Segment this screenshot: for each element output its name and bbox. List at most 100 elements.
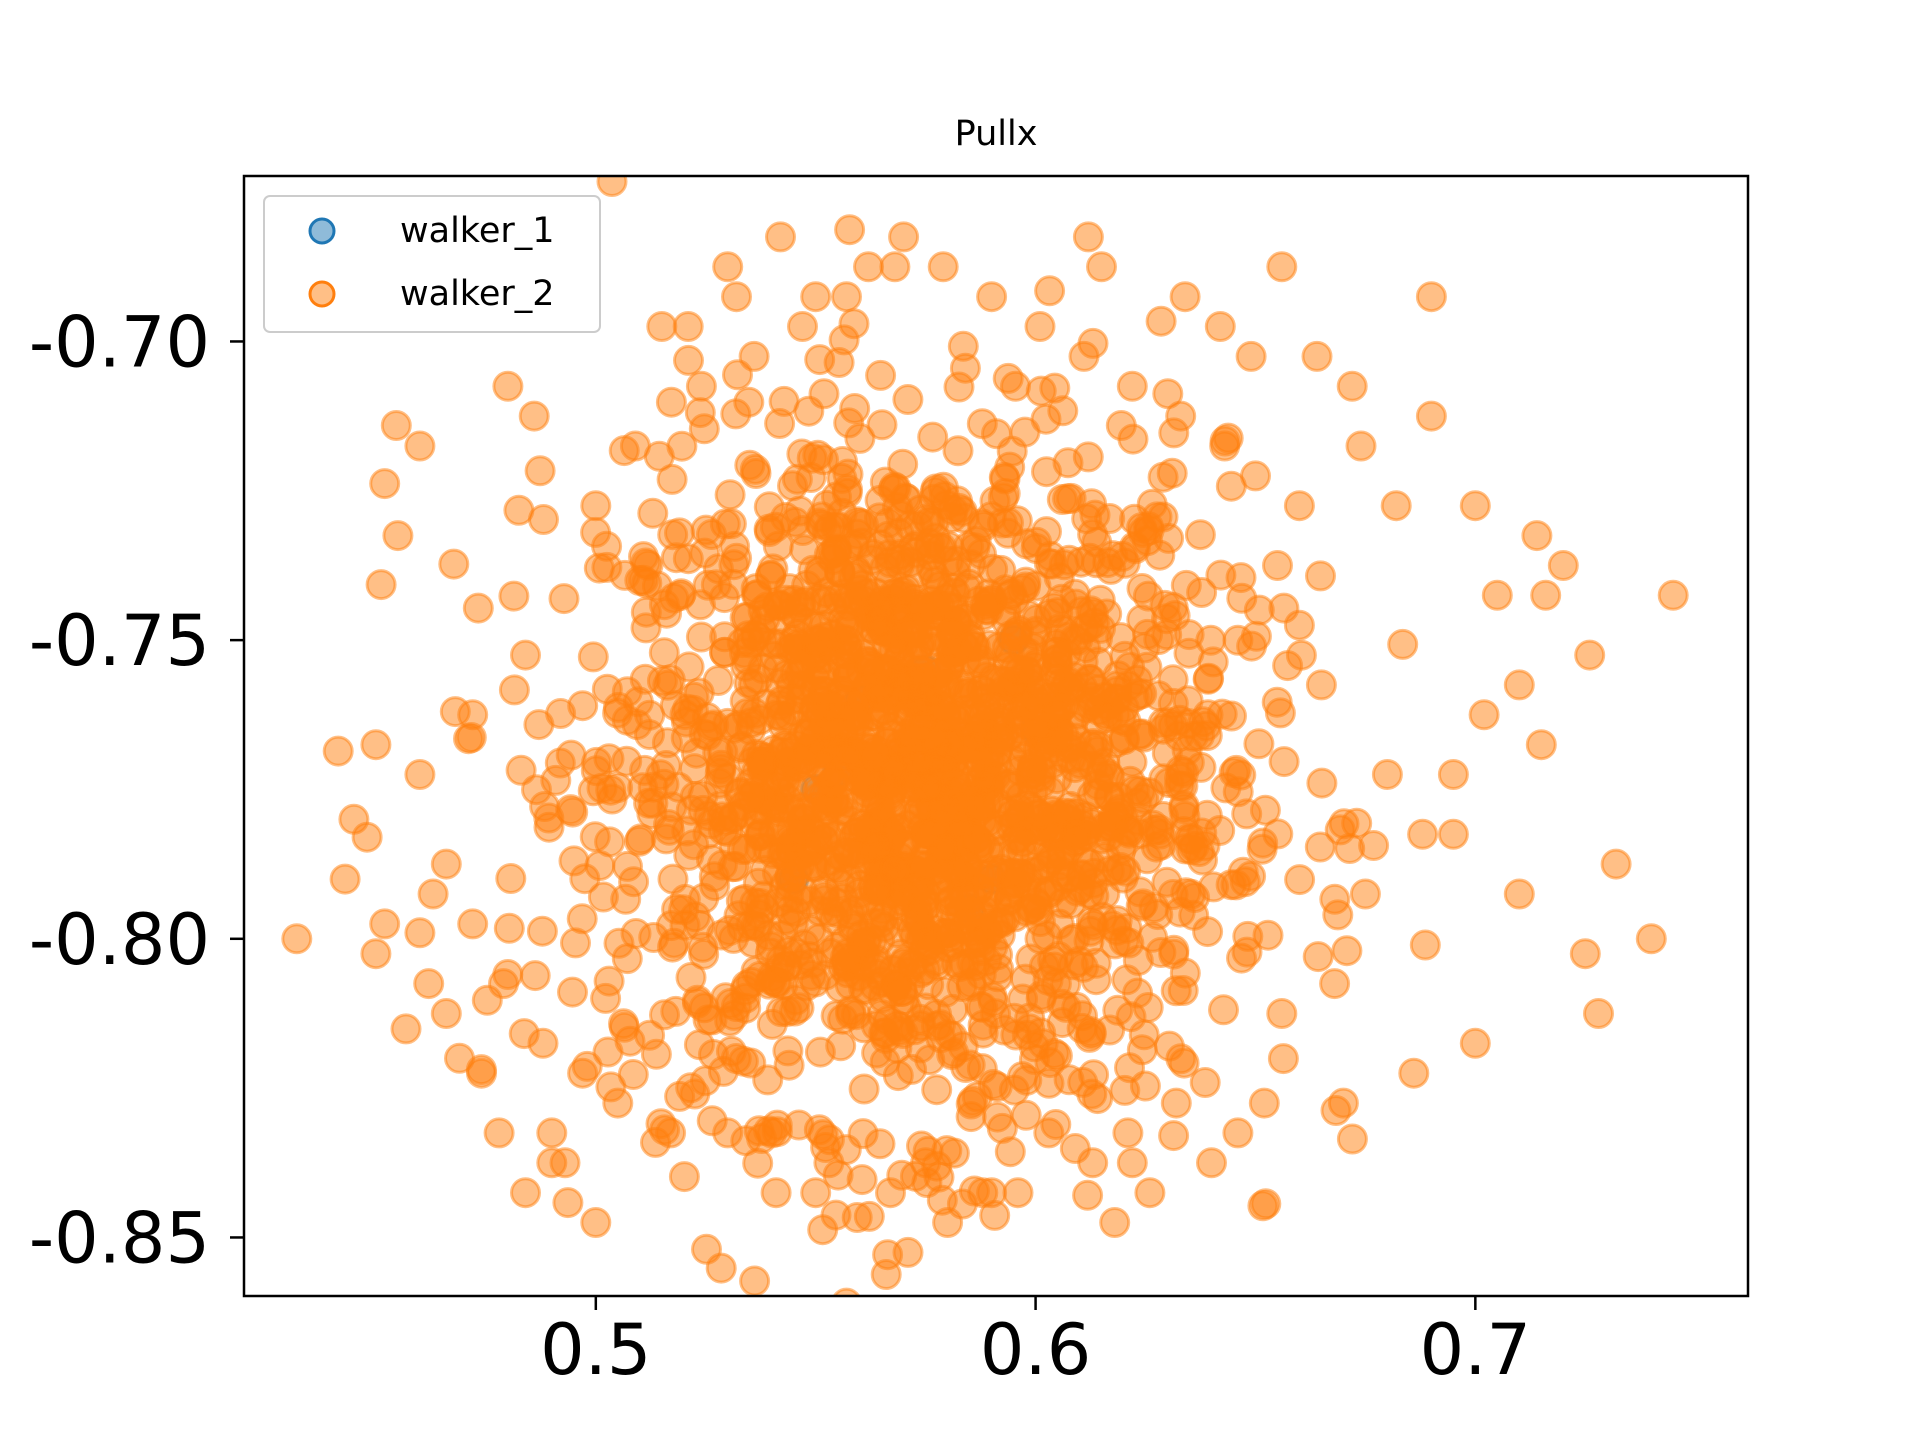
data-point-walker-2: [932, 1207, 964, 1238]
data-point-walker-2: [977, 1069, 1009, 1100]
y-tick-label: -0.80: [29, 899, 210, 981]
data-point-walker-2: [1220, 869, 1252, 901]
data-point-walker-2: [1226, 942, 1257, 974]
data-point-walker-2: [365, 569, 397, 601]
data-point-walker-2: [1530, 579, 1562, 611]
data-point-walker-2: [1040, 636, 1072, 668]
data-point-walker-2: [580, 1207, 612, 1238]
data-point-walker-2: [1000, 1019, 1032, 1051]
data-point-walker-2: [1283, 490, 1315, 522]
data-point-walker-2: [1189, 1067, 1221, 1098]
data-point-walker-2: [756, 1117, 788, 1149]
data-point-walker-2: [1156, 457, 1188, 489]
data-point-walker-2: [1115, 1001, 1147, 1033]
data-point-walker-2: [413, 968, 445, 1000]
data-point-walker-2: [1172, 685, 1204, 717]
data-point-walker-2: [1283, 609, 1315, 641]
data-point-walker-2: [1086, 251, 1117, 283]
data-point-walker-2: [1398, 1057, 1430, 1089]
data-point-walker-2: [831, 281, 862, 313]
data-point-walker-2: [900, 668, 932, 700]
data-point-walker-2: [862, 870, 894, 901]
data-point-walker-2: [662, 771, 694, 803]
data-point-walker-2: [1266, 998, 1298, 1029]
data-point-walker-2: [1035, 540, 1067, 572]
data-point-walker-2: [611, 704, 643, 736]
data-point-walker-2: [1235, 340, 1267, 372]
data-point-walker-2: [540, 764, 572, 796]
data-point-walker-2: [685, 370, 717, 402]
data-point-walker-2: [457, 699, 489, 731]
data-point-walker-2: [765, 700, 797, 732]
data-point-walker-2: [382, 520, 414, 552]
data-point-walker-2: [910, 992, 942, 1024]
data-point-walker-2: [834, 898, 866, 930]
data-point-walker-2: [890, 573, 922, 605]
data-point-walker-2: [1113, 927, 1145, 959]
data-point-walker-2: [999, 666, 1031, 698]
data-point-walker-2: [1175, 878, 1207, 910]
data-point-walker-2: [527, 1027, 559, 1059]
data-point-walker-2: [764, 408, 796, 439]
data-point-walker-2: [673, 344, 704, 376]
data-point-walker-2: [1583, 998, 1614, 1029]
data-point-walker-2: [1052, 447, 1084, 479]
data-point-walker-2: [1080, 964, 1112, 996]
data-point-walker-2: [1387, 628, 1419, 660]
data-point-walker-2: [993, 507, 1024, 539]
data-point-walker-2: [1068, 613, 1100, 645]
data-point-walker-2: [1306, 767, 1338, 799]
data-point-walker-2: [705, 1252, 737, 1284]
data-point-walker-2: [870, 1259, 902, 1290]
data-point-walker-2: [1160, 1087, 1192, 1119]
data-point-walker-2: [888, 221, 920, 253]
data-point-walker-2: [800, 1177, 832, 1209]
legend-label-walker-1: walker_1: [400, 211, 555, 251]
data-point-walker-2: [1284, 864, 1316, 896]
data-point-walker-2: [698, 709, 730, 741]
data-point-walker-2: [1196, 1147, 1227, 1179]
data-point-walker-2: [738, 669, 770, 701]
data-point-walker-2: [1141, 501, 1173, 533]
data-point-walker-2: [1208, 994, 1239, 1026]
data-point-walker-2: [1322, 899, 1354, 931]
data-point-walker-2: [739, 1265, 771, 1296]
data-point-walker-2: [1099, 1207, 1131, 1238]
data-point-walker-2: [648, 589, 680, 621]
data-point-walker-2: [560, 927, 591, 959]
data-point-walker-2: [752, 591, 784, 623]
data-point-walker-2: [755, 560, 787, 592]
data-point-walker-2: [1305, 560, 1336, 592]
data-point-walker-2: [1119, 533, 1151, 565]
data-point-walker-2: [843, 706, 875, 738]
data-point-walker-2: [1437, 818, 1469, 850]
data-point-walker-2: [921, 728, 953, 759]
data-point-walker-2: [1380, 490, 1412, 522]
data-point-walker-2: [933, 590, 965, 622]
data-point-walker-2: [1068, 340, 1100, 372]
data-point-walker-2: [892, 1236, 924, 1268]
data-point-walker-2: [1341, 807, 1373, 839]
data-point-walker-2: [826, 767, 858, 799]
data-point-walker-2: [1226, 582, 1258, 614]
data-point-walker-2: [1033, 1117, 1065, 1149]
axes-frame: [242, 174, 1750, 1298]
data-point-walker-2: [380, 410, 412, 441]
data-point-walker-2: [896, 1053, 928, 1085]
data-point-walker-2: [524, 455, 556, 487]
data-point-walker-2: [976, 281, 1008, 313]
data-point-walker-2: [760, 1177, 792, 1209]
data-point-walker-2: [1036, 748, 1068, 780]
data-point-walker-2: [579, 821, 611, 853]
data-point-walker-2: [910, 1147, 942, 1179]
data-point-walker-2: [329, 863, 361, 895]
data-point-walker-2: [555, 739, 587, 771]
data-point-walker-2: [1158, 1120, 1190, 1152]
data-point-walker-2: [1046, 484, 1078, 515]
data-point-walker-2: [773, 1049, 805, 1081]
x-axis: 0.5 0.6 0.7: [540, 1296, 1531, 1391]
data-point-walker-2: [590, 982, 622, 1014]
data-point-walker-2: [688, 992, 720, 1024]
